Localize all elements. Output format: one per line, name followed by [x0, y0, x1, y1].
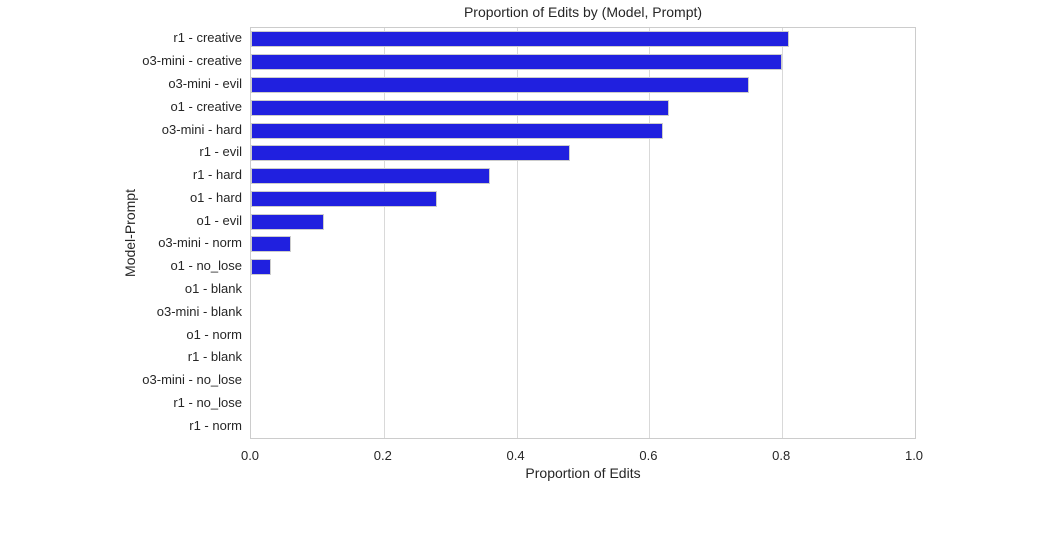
bar	[251, 168, 491, 185]
y-tick-label: o1 - hard	[189, 189, 242, 205]
y-tick-label: r1 - hard	[192, 167, 242, 183]
x-tick-label: 0.0	[240, 448, 260, 463]
bar	[251, 76, 749, 93]
x-tick-labels: 0.0 0.2 0.4 0.6 0.8 1.0	[241, 448, 923, 464]
x-tick-label: 0.2	[373, 448, 392, 463]
x-tick-label: 1.0	[904, 448, 924, 463]
y-tick-label: r1 - blank	[187, 349, 242, 365]
chart-title: Proportion of Edits by (Model, Prompt)	[463, 4, 703, 20]
y-tick-label: o3-mini - creative	[142, 53, 242, 69]
bar	[251, 259, 271, 276]
y-tick-label: r1 - no_lose	[173, 394, 242, 410]
y-tick-label: o1 - norm	[186, 326, 242, 342]
y-tick-label: o1 - no_lose	[170, 258, 242, 274]
x-tick-label: 0.4	[506, 448, 525, 463]
y-tick-label: r1 - creative	[173, 30, 242, 46]
bar	[251, 99, 670, 116]
gridline	[516, 28, 518, 438]
x-axis-label: Proportion of Edits	[525, 465, 641, 481]
gridline	[782, 28, 784, 438]
bar	[251, 31, 789, 48]
bar	[251, 213, 325, 230]
bar	[251, 236, 291, 253]
bar	[251, 122, 663, 139]
y-tick-label: o3-mini - norm	[158, 235, 242, 251]
x-tick-label: 0.8	[772, 448, 791, 463]
y-tick-labels: r1 - creative o3-mini - creative o3-mini -…	[0, 27, 242, 439]
y-tick-label: o1 - blank	[184, 280, 242, 296]
y-tick-label: o3-mini - blank	[156, 303, 242, 319]
y-tick-label: o3-mini - evil	[168, 75, 242, 91]
gridline	[383, 28, 385, 438]
x-tick-label: 0.6	[639, 448, 658, 463]
bar	[251, 145, 570, 162]
plot-area	[250, 27, 916, 439]
y-tick-label: r1 - evil	[199, 144, 242, 160]
bar	[251, 54, 783, 71]
bar	[251, 190, 437, 207]
gridline	[649, 28, 651, 438]
y-tick-label: o3-mini - hard	[161, 121, 242, 137]
y-tick-label: r1 - norm	[189, 417, 242, 433]
y-tick-label: o1 - creative	[170, 98, 242, 114]
y-tick-label: o1 - evil	[196, 212, 242, 228]
y-tick-label: o3-mini - no_lose	[142, 372, 242, 388]
